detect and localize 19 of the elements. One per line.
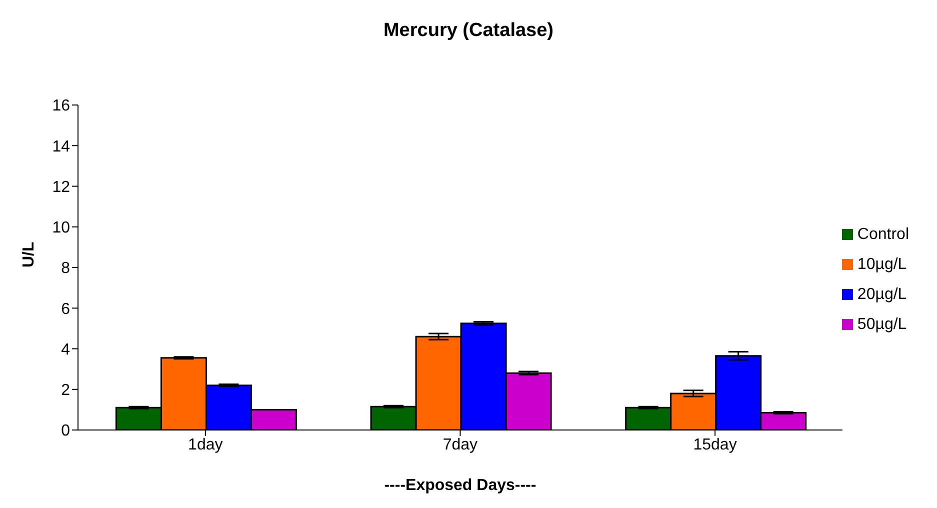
legend-label: Control: [857, 226, 909, 243]
y-tick-label: 10: [52, 220, 70, 237]
y-tick-label: 4: [61, 341, 70, 358]
x-tick-label: 1day: [188, 436, 223, 454]
y-tick-label: 2: [61, 382, 70, 400]
y-tick-label: 16: [52, 98, 70, 115]
y-axis-title: U/L: [20, 242, 38, 268]
y-tick-label: 6: [61, 300, 70, 318]
y-tick-label: 12: [52, 178, 70, 196]
legend-label: 50µg/L: [857, 316, 907, 333]
chart-title: Mercury (Catalase): [382, 19, 555, 43]
x-axis-title: ----Exposed Days----: [384, 477, 536, 494]
y-tick-label: 14: [52, 138, 70, 156]
legend-label: 20µg/L: [857, 286, 907, 303]
y-tick-label: 0: [61, 422, 70, 440]
y-tick-label: 8: [61, 260, 70, 278]
x-tick-label: 15day: [693, 436, 737, 454]
x-tick-label: 7day: [442, 436, 478, 454]
legend-label: 10µg/L: [857, 256, 907, 273]
